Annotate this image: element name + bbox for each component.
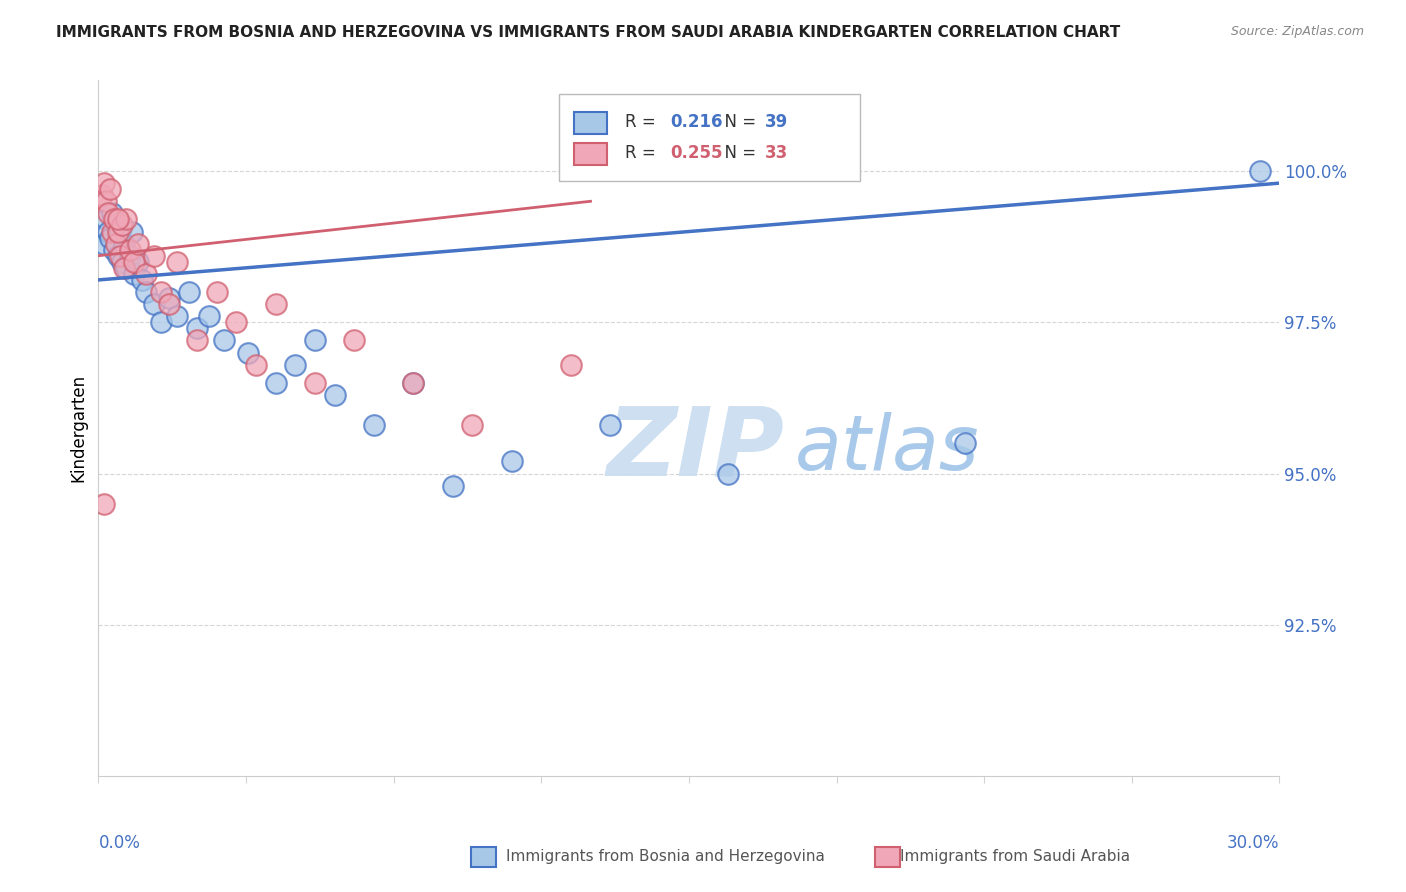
Point bbox=[107, 212, 129, 227]
Point bbox=[105, 236, 128, 251]
Point bbox=[91, 188, 114, 202]
Point bbox=[186, 321, 208, 335]
Point bbox=[115, 260, 138, 275]
Text: 0.255: 0.255 bbox=[671, 145, 723, 162]
Point bbox=[142, 297, 165, 311]
Point bbox=[98, 230, 121, 244]
Point bbox=[108, 249, 131, 263]
Point bbox=[135, 285, 157, 299]
Point bbox=[157, 291, 180, 305]
Point bbox=[103, 243, 125, 257]
Point bbox=[560, 358, 582, 372]
Point bbox=[127, 236, 149, 251]
Point bbox=[122, 254, 145, 268]
Point bbox=[93, 176, 115, 190]
Point bbox=[150, 285, 173, 299]
Point bbox=[953, 436, 976, 450]
Point bbox=[441, 478, 464, 492]
Point bbox=[97, 225, 120, 239]
Text: N =: N = bbox=[714, 145, 761, 162]
Point bbox=[93, 497, 115, 511]
Point bbox=[101, 206, 124, 220]
Text: 0.0%: 0.0% bbox=[98, 834, 141, 852]
Bar bbox=[575, 143, 607, 165]
Point bbox=[264, 376, 287, 390]
Point bbox=[284, 358, 307, 372]
Y-axis label: Kindergarten: Kindergarten bbox=[69, 374, 87, 483]
Point bbox=[402, 376, 425, 390]
Text: 39: 39 bbox=[765, 113, 787, 131]
Point bbox=[107, 225, 129, 239]
Point bbox=[111, 254, 134, 268]
Point bbox=[1249, 164, 1271, 178]
Text: 30.0%: 30.0% bbox=[1227, 834, 1279, 852]
Point bbox=[115, 212, 138, 227]
Text: R =: R = bbox=[626, 113, 661, 131]
Text: Immigrants from Bosnia and Herzegovina: Immigrants from Bosnia and Herzegovina bbox=[506, 849, 825, 863]
Point bbox=[96, 194, 118, 209]
Point bbox=[142, 249, 165, 263]
Point bbox=[121, 225, 143, 239]
Point bbox=[343, 334, 366, 348]
Text: IMMIGRANTS FROM BOSNIA AND HERZEGOVINA VS IMMIGRANTS FROM SAUDI ARABIA KINDERGAR: IMMIGRANTS FROM BOSNIA AND HERZEGOVINA V… bbox=[56, 25, 1121, 40]
Point bbox=[304, 376, 326, 390]
Point bbox=[177, 285, 200, 299]
Point bbox=[225, 315, 247, 329]
Text: Immigrants from Saudi Arabia: Immigrants from Saudi Arabia bbox=[900, 849, 1130, 863]
Text: R =: R = bbox=[626, 145, 661, 162]
Text: N =: N = bbox=[714, 113, 761, 131]
Point bbox=[108, 225, 131, 239]
FancyBboxPatch shape bbox=[560, 95, 860, 181]
Point bbox=[205, 285, 228, 299]
Point bbox=[98, 182, 121, 196]
Text: atlas: atlas bbox=[796, 412, 980, 486]
Point bbox=[127, 254, 149, 268]
Text: ZIP: ZIP bbox=[606, 402, 785, 496]
Point bbox=[150, 315, 173, 329]
Point bbox=[236, 345, 259, 359]
Point bbox=[501, 454, 523, 468]
Point bbox=[402, 376, 425, 390]
Point bbox=[97, 206, 120, 220]
Text: 0.216: 0.216 bbox=[671, 113, 723, 131]
Point bbox=[166, 254, 188, 268]
Point bbox=[461, 418, 484, 433]
Point bbox=[157, 297, 180, 311]
Point bbox=[93, 236, 115, 251]
Point bbox=[264, 297, 287, 311]
Point bbox=[112, 236, 135, 251]
Point bbox=[131, 273, 153, 287]
Point bbox=[111, 219, 134, 233]
Point bbox=[717, 467, 740, 481]
Point bbox=[118, 243, 141, 257]
Point bbox=[323, 388, 346, 402]
Point bbox=[304, 334, 326, 348]
Point bbox=[214, 334, 236, 348]
Point bbox=[135, 267, 157, 281]
Point bbox=[103, 212, 125, 227]
Point bbox=[197, 310, 219, 324]
Point bbox=[166, 310, 188, 324]
Text: Source: ZipAtlas.com: Source: ZipAtlas.com bbox=[1230, 25, 1364, 38]
Point bbox=[112, 260, 135, 275]
Point bbox=[186, 334, 208, 348]
Point bbox=[96, 212, 118, 227]
Text: 33: 33 bbox=[765, 145, 787, 162]
Point bbox=[122, 267, 145, 281]
Point bbox=[599, 418, 621, 433]
Bar bbox=[575, 112, 607, 134]
Point bbox=[107, 249, 129, 263]
Point bbox=[105, 219, 128, 233]
Point bbox=[245, 358, 267, 372]
Point bbox=[101, 225, 124, 239]
Point bbox=[363, 418, 385, 433]
Point bbox=[118, 249, 141, 263]
